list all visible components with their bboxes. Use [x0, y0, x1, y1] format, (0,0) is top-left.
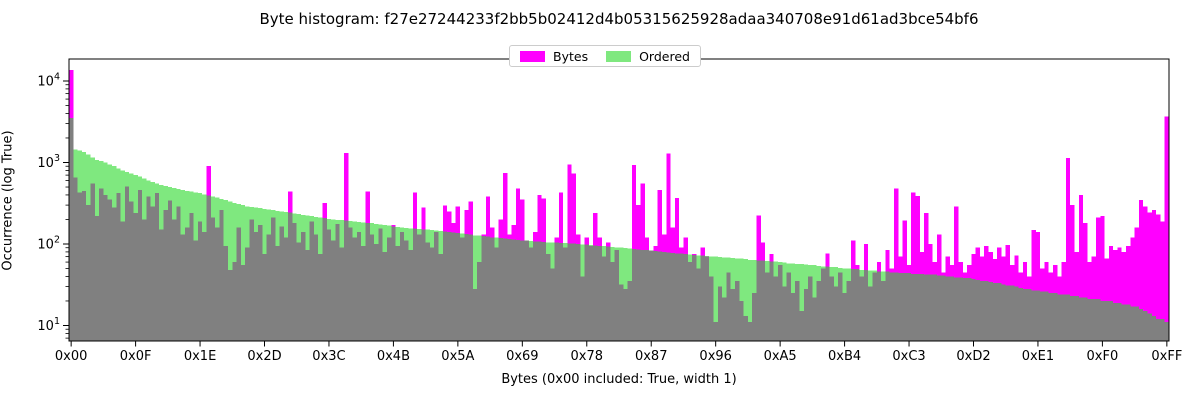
legend: Bytes Ordered [509, 45, 701, 67]
legend-label-bytes: Bytes [553, 48, 589, 64]
x-tick-label: 0xA5 [764, 349, 797, 364]
y-tick-label: 104 [37, 72, 60, 90]
chart-title: Byte histogram: f27e27244233f2bb5b02412d… [259, 10, 979, 28]
histogram-bars [69, 70, 1169, 342]
x-tick-label: 0xFF [1151, 349, 1182, 364]
x-tick-label: 0xC3 [892, 349, 925, 364]
x-tick-label: 0x1E [184, 349, 216, 364]
x-tick-label: 0xF0 [1087, 349, 1119, 364]
legend-swatch-ordered-icon [606, 50, 632, 62]
x-tick-label: 0xB4 [828, 349, 861, 364]
x-axis-label: Bytes (0x00 included: True, width 1) [501, 372, 737, 387]
x-tick-label: 0x00 [55, 349, 88, 364]
legend-label-ordered: Ordered [639, 48, 690, 64]
x-tick-label: 0x78 [571, 349, 604, 364]
x-tick-label: 0x2D [247, 349, 281, 364]
legend-item-ordered: Ordered [606, 49, 690, 64]
legend-item-bytes: Bytes [520, 49, 588, 64]
x-tick-label: 0x0F [120, 349, 152, 364]
x-axis-ticks: 0x00 0x0F 0x1E 0x2D 0x3C 0x4B 0x5A 0x69 0x78 0x87… [55, 341, 1182, 364]
x-tick-label: 0x4B [377, 349, 410, 364]
y-tick-label: 102 [37, 235, 60, 253]
x-tick-label: 0x69 [506, 349, 539, 364]
legend-swatch-bytes-icon [520, 50, 545, 62]
x-tick-label: 0xD2 [956, 349, 990, 364]
x-tick-label: 0x3C [312, 349, 345, 364]
y-axis-ticks: 101 102 103 104 [37, 72, 69, 339]
x-tick-label: 0x87 [635, 349, 668, 364]
y-axis-label: Occurrence (log True) [0, 130, 16, 271]
x-tick-label: 0xE1 [1022, 349, 1054, 364]
x-tick-label: 0x96 [699, 349, 732, 364]
y-tick-label: 103 [37, 153, 60, 171]
x-tick-label: 0x5A [441, 349, 474, 364]
y-tick-label: 101 [37, 316, 60, 334]
